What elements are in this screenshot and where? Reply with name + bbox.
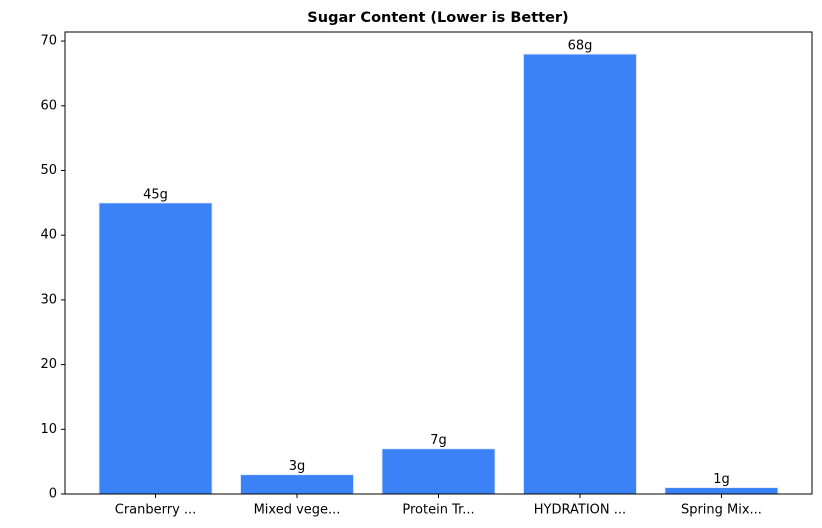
y-tick-label: 0 [49, 487, 57, 502]
y-tick-label: 20 [40, 357, 57, 372]
value-label: 45g [143, 187, 168, 202]
x-tick-label: Spring Mix... [681, 503, 762, 518]
bar [239, 474, 355, 495]
bar [664, 487, 779, 495]
value-label: 68g [568, 39, 593, 54]
y-tick-label: 40 [40, 228, 57, 243]
plot-frame [64, 31, 813, 495]
y-tick-label: 70 [40, 34, 57, 49]
y-tick-label: 30 [40, 292, 57, 307]
x-tick-label: Cranberry ... [115, 503, 197, 518]
y-tick-label: 50 [40, 163, 57, 178]
chart-title: Sugar Content (Lower is Better) [307, 10, 568, 26]
y-tick-label: 10 [40, 422, 57, 437]
bar [98, 202, 213, 495]
value-label: 7g [430, 433, 447, 448]
y-tick-label: 60 [40, 98, 57, 113]
bar [381, 448, 496, 495]
value-label: 1g [713, 472, 730, 487]
x-tick-label: Protein Tr... [402, 503, 474, 518]
value-label: 3g [289, 459, 306, 474]
x-tick-label: Mixed vege... [254, 503, 341, 518]
x-tick-label: HYDRATION ... [534, 503, 626, 518]
bar [522, 53, 638, 495]
